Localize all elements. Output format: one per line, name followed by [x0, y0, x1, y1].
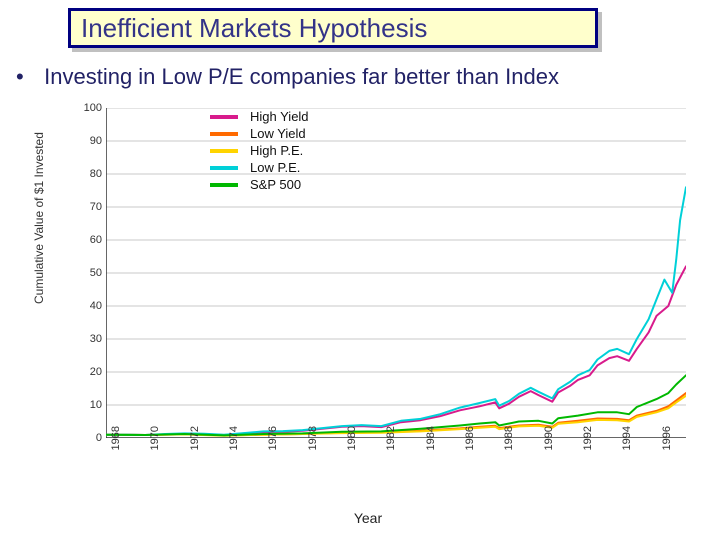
x-tick-label: 1984 — [425, 426, 437, 486]
x-tick-label: 1986 — [464, 426, 476, 486]
x-tick-label: 1980 — [346, 426, 358, 486]
legend: High Yield Low Yield High P.E. Low P.E. S&P … — [210, 108, 309, 193]
legend-label: Low P.E. — [250, 160, 300, 175]
y-tick-label: 80 — [42, 168, 102, 180]
legend-item: Low P.E. — [210, 159, 309, 176]
legend-swatch — [210, 132, 238, 136]
x-tick-label: 1994 — [621, 426, 633, 486]
slide-title: Inefficient Markets Hypothesis — [81, 13, 427, 44]
y-tick-label: 20 — [42, 366, 102, 378]
x-tick-label: 1970 — [149, 426, 161, 486]
x-tick-label: 1996 — [661, 426, 673, 486]
x-tick-label: 1990 — [543, 426, 555, 486]
bullet-line: • Investing in Low P/E companies far bet… — [16, 64, 559, 90]
slide-title-box: Inefficient Markets Hypothesis — [68, 8, 598, 48]
x-tick-label: 1976 — [267, 426, 279, 486]
y-tick-label: 60 — [42, 234, 102, 246]
plot-area: High Yield Low Yield High P.E. Low P.E. S&P … — [106, 108, 686, 438]
bullet-text: Investing in Low P/E companies far bette… — [44, 64, 559, 89]
x-tick-label: 1988 — [503, 426, 515, 486]
y-tick-label: 70 — [42, 201, 102, 213]
y-tick-label: 0 — [42, 432, 102, 444]
legend-item: High P.E. — [210, 142, 309, 159]
y-tick-label: 90 — [42, 135, 102, 147]
y-tick-label: 50 — [42, 267, 102, 279]
legend-item: High Yield — [210, 108, 309, 125]
legend-label: S&P 500 — [250, 177, 301, 192]
legend-swatch — [210, 115, 238, 119]
legend-swatch — [210, 166, 238, 170]
legend-label: Low Yield — [250, 126, 306, 141]
x-tick-label: 1968 — [110, 426, 122, 486]
legend-label: High P.E. — [250, 143, 303, 158]
x-tick-label: 1978 — [307, 426, 319, 486]
y-tick-label: 30 — [42, 333, 102, 345]
legend-swatch — [210, 183, 238, 187]
plot-svg — [106, 108, 686, 438]
y-tick-label: 100 — [42, 102, 102, 114]
x-axis-label: Year — [38, 510, 698, 526]
y-tick-label: 10 — [42, 399, 102, 411]
legend-item: S&P 500 — [210, 176, 309, 193]
legend-label: High Yield — [250, 109, 309, 124]
bullet-marker: • — [16, 64, 38, 90]
x-tick-label: 1974 — [228, 426, 240, 486]
y-tick-label: 40 — [42, 300, 102, 312]
x-tick-label: 1972 — [189, 426, 201, 486]
legend-item: Low Yield — [210, 125, 309, 142]
legend-swatch — [210, 149, 238, 153]
x-tick-label: 1982 — [385, 426, 397, 486]
x-tick-label: 1992 — [582, 426, 594, 486]
chart: Cumulative Value of $1 Invested High Yie… — [38, 104, 698, 524]
